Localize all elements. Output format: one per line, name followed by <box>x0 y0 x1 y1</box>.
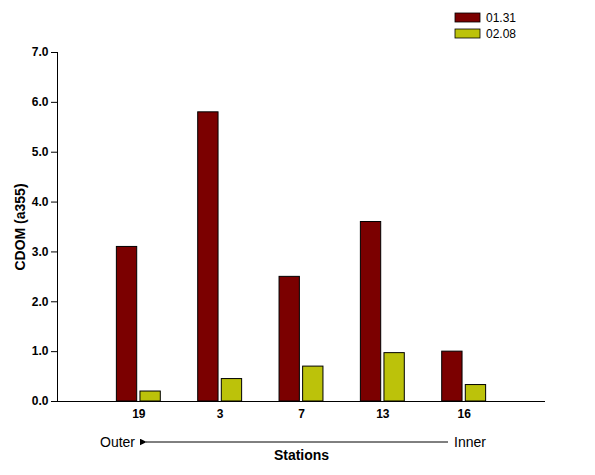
svg-text:2.0: 2.0 <box>32 295 49 309</box>
svg-text:7: 7 <box>298 407 305 421</box>
svg-text:5.0: 5.0 <box>32 145 49 159</box>
svg-text:7.0: 7.0 <box>32 45 49 59</box>
svg-text:02.08: 02.08 <box>486 27 516 41</box>
svg-text:13: 13 <box>376 407 390 421</box>
svg-text:6.0: 6.0 <box>32 95 49 109</box>
svg-text:1.0: 1.0 <box>32 344 49 358</box>
svg-text:3.0: 3.0 <box>32 245 49 259</box>
svg-text:Inner: Inner <box>454 434 486 450</box>
svg-text:16: 16 <box>457 407 471 421</box>
svg-text:01.31: 01.31 <box>486 11 516 25</box>
svg-text:0.0: 0.0 <box>32 394 49 408</box>
svg-text:CDOM (a355): CDOM (a355) <box>12 183 28 270</box>
svg-text:Stations: Stations <box>274 447 329 463</box>
svg-text:4.0: 4.0 <box>32 195 49 209</box>
svg-text:3: 3 <box>217 407 224 421</box>
svg-text:19: 19 <box>132 407 146 421</box>
svg-text:Outer: Outer <box>100 434 135 450</box>
